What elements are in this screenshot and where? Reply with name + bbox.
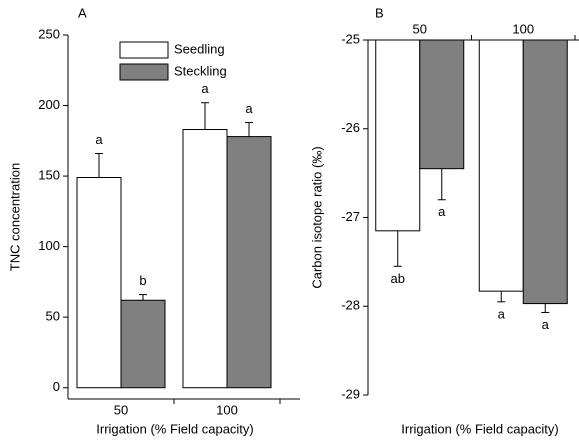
y-tick-label: -25: [341, 31, 360, 46]
bar: [182, 129, 228, 389]
value-label: a: [498, 306, 506, 321]
value-label: a: [201, 81, 209, 96]
x-axis-label: Irrigation (% Field capacity): [401, 421, 559, 436]
bar: [375, 39, 421, 232]
value-label: a: [95, 132, 103, 147]
y-tick-label: -27: [341, 209, 360, 224]
y-tick-label: 50: [46, 309, 60, 324]
bar: [419, 39, 465, 170]
x-axis-label: Irrigation (% Field capacity): [96, 421, 254, 436]
legend-swatch: [119, 41, 169, 59]
x-tick-label: 100: [216, 402, 238, 417]
x-tick-label: 50: [413, 21, 427, 36]
value-label: a: [438, 204, 446, 219]
y-axis-label: Carbon isotope ratio (‰): [309, 146, 324, 288]
y-tick-label: -28: [341, 298, 360, 313]
bar: [522, 39, 568, 305]
bar: [226, 136, 272, 389]
y-tick-label: 200: [38, 97, 60, 112]
y-tick-label: -29: [341, 386, 360, 401]
y-tick-label: 250: [38, 26, 60, 41]
y-tick-label: 0: [53, 379, 60, 394]
panel-label: A: [78, 5, 87, 20]
value-label: ab: [391, 271, 405, 286]
panel-label: B: [375, 5, 384, 20]
legend-label: Steckling: [174, 63, 227, 78]
value-label: a: [245, 101, 253, 116]
y-tick-label: 150: [38, 168, 60, 183]
y-tick-label: -26: [341, 120, 360, 135]
y-axis-label: TNC concentration: [7, 163, 22, 271]
y-tick-label: 100: [38, 238, 60, 253]
legend-swatch: [119, 63, 169, 81]
bar: [76, 176, 122, 389]
value-label: b: [139, 273, 146, 288]
x-tick-label: 50: [114, 402, 128, 417]
x-tick-label: 100: [512, 21, 534, 36]
legend-label: Seedling: [174, 41, 225, 56]
bar: [478, 39, 524, 292]
bar: [120, 299, 166, 389]
value-label: a: [542, 317, 550, 332]
